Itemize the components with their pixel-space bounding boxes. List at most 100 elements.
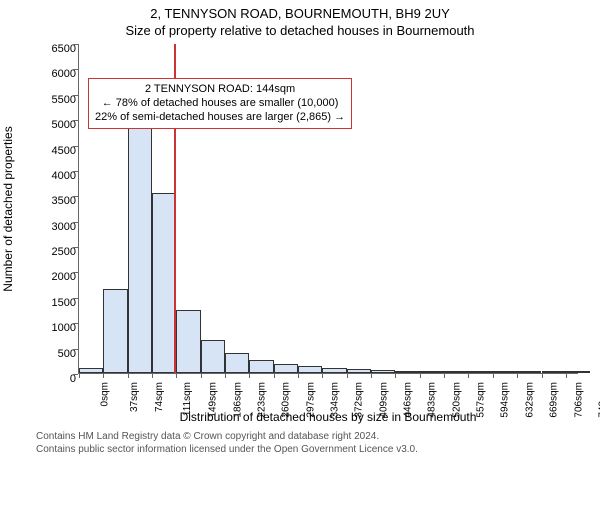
y-tick-mark [73, 298, 78, 299]
x-tick-mark [395, 373, 396, 378]
x-tick-mark [493, 373, 494, 378]
y-tick-label: 500 [30, 348, 76, 360]
histogram-bar [128, 117, 152, 373]
y-tick-mark [73, 146, 78, 147]
x-tick-mark [249, 373, 250, 378]
y-tick-mark [73, 69, 78, 70]
histogram-bar [517, 371, 541, 373]
y-tick-mark [73, 349, 78, 350]
histogram-bar [371, 370, 395, 373]
x-tick-mark [176, 373, 177, 378]
annotation-box: 2 TENNYSON ROAD: 144sqm← 78% of detached… [88, 78, 352, 129]
histogram-bar [298, 366, 322, 373]
histogram-bar [493, 371, 517, 373]
chart-title-sub: Size of property relative to detached ho… [0, 23, 600, 38]
y-tick-mark [73, 95, 78, 96]
x-tick-label: 632sqm [524, 382, 535, 418]
x-tick-label: 334sqm [330, 382, 341, 418]
x-tick-mark [444, 373, 445, 378]
x-tick-mark [79, 373, 80, 378]
histogram-bar [152, 193, 176, 373]
y-tick-label: 6500 [30, 43, 76, 55]
x-tick-label: 520sqm [451, 382, 462, 418]
y-tick-label: 2000 [30, 271, 76, 283]
x-tick-label: 223sqm [257, 382, 268, 418]
x-tick-label: 372sqm [354, 382, 365, 418]
histogram-bar [103, 289, 127, 373]
x-tick-label: 111sqm [182, 382, 193, 416]
histogram-bar [420, 371, 444, 373]
x-tick-label: 594sqm [500, 382, 511, 418]
footer-line-1: Contains HM Land Registry data © Crown c… [36, 430, 600, 443]
x-tick-label: 409sqm [378, 382, 389, 418]
y-tick-mark [73, 196, 78, 197]
histogram-bar [395, 371, 419, 373]
y-tick-label: 4000 [30, 170, 76, 182]
y-tick-label: 1500 [30, 297, 76, 309]
x-tick-label: 260sqm [281, 382, 292, 418]
chart-title-main: 2, TENNYSON ROAD, BOURNEMOUTH, BH9 2UY [0, 6, 600, 21]
x-tick-mark [201, 373, 202, 378]
histogram-bar [444, 371, 468, 373]
x-tick-mark [128, 373, 129, 378]
x-tick-mark [152, 373, 153, 378]
histogram-bar [468, 371, 492, 373]
x-tick-mark [566, 373, 567, 378]
y-tick-mark [73, 171, 78, 172]
chart-area: Number of detached properties Distributi… [30, 44, 590, 424]
y-tick-mark [73, 323, 78, 324]
y-tick-mark [73, 272, 78, 273]
x-tick-label: 483sqm [427, 382, 438, 418]
y-tick-label: 4500 [30, 145, 76, 157]
y-tick-label: 5500 [30, 94, 76, 106]
x-tick-label: 0sqm [99, 382, 110, 406]
y-tick-label: 6000 [30, 68, 76, 80]
histogram-bar [249, 360, 273, 373]
annotation-line: ← 78% of detached houses are smaller (10… [95, 97, 345, 111]
x-tick-mark [225, 373, 226, 378]
x-tick-label: 149sqm [208, 382, 219, 418]
y-tick-label: 0 [30, 373, 76, 385]
footer-attribution: Contains HM Land Registry data © Crown c… [36, 430, 600, 456]
annotation-line: 22% of semi-detached houses are larger (… [95, 111, 345, 125]
histogram-bar [176, 310, 200, 373]
histogram-bar [542, 371, 566, 373]
y-tick-label: 5000 [30, 119, 76, 131]
histogram-bar [566, 371, 590, 373]
y-tick-mark [73, 222, 78, 223]
histogram-bar [79, 368, 103, 373]
y-tick-label: 3000 [30, 221, 76, 233]
y-axis-label: Number of detached properties [1, 126, 15, 291]
x-tick-label: 186sqm [232, 382, 243, 418]
x-tick-mark [103, 373, 104, 378]
y-tick-mark [73, 247, 78, 248]
y-tick-mark [73, 44, 78, 45]
x-tick-mark [274, 373, 275, 378]
x-tick-mark [371, 373, 372, 378]
x-tick-mark [542, 373, 543, 378]
histogram-bar [322, 368, 346, 373]
x-tick-label: 706sqm [573, 382, 584, 418]
x-tick-mark [298, 373, 299, 378]
y-tick-label: 3500 [30, 195, 76, 207]
histogram-bar [274, 364, 298, 373]
histogram-bar [201, 340, 225, 373]
x-tick-label: 297sqm [305, 382, 316, 418]
x-tick-mark [468, 373, 469, 378]
histogram-bar [225, 353, 249, 373]
annotation-line: 2 TENNYSON ROAD: 144sqm [95, 83, 345, 97]
y-tick-label: 1000 [30, 322, 76, 334]
footer-line-2: Contains public sector information licen… [36, 443, 600, 456]
x-tick-mark [322, 373, 323, 378]
y-tick-mark [73, 120, 78, 121]
x-tick-mark [347, 373, 348, 378]
x-tick-mark [517, 373, 518, 378]
x-tick-label: 74sqm [154, 382, 165, 412]
y-tick-label: 2500 [30, 246, 76, 258]
x-tick-label: 37sqm [129, 382, 140, 412]
x-tick-label: 557sqm [476, 382, 487, 418]
x-tick-mark [420, 373, 421, 378]
x-tick-label: 669sqm [549, 382, 560, 418]
histogram-bar [347, 369, 371, 373]
x-tick-label: 446sqm [403, 382, 414, 418]
